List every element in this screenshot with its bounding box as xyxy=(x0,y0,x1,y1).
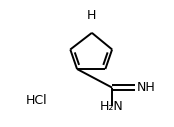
Text: NH: NH xyxy=(137,81,156,94)
Text: H: H xyxy=(87,9,97,22)
Text: HCl: HCl xyxy=(26,94,47,107)
Text: H₂N: H₂N xyxy=(100,100,123,113)
